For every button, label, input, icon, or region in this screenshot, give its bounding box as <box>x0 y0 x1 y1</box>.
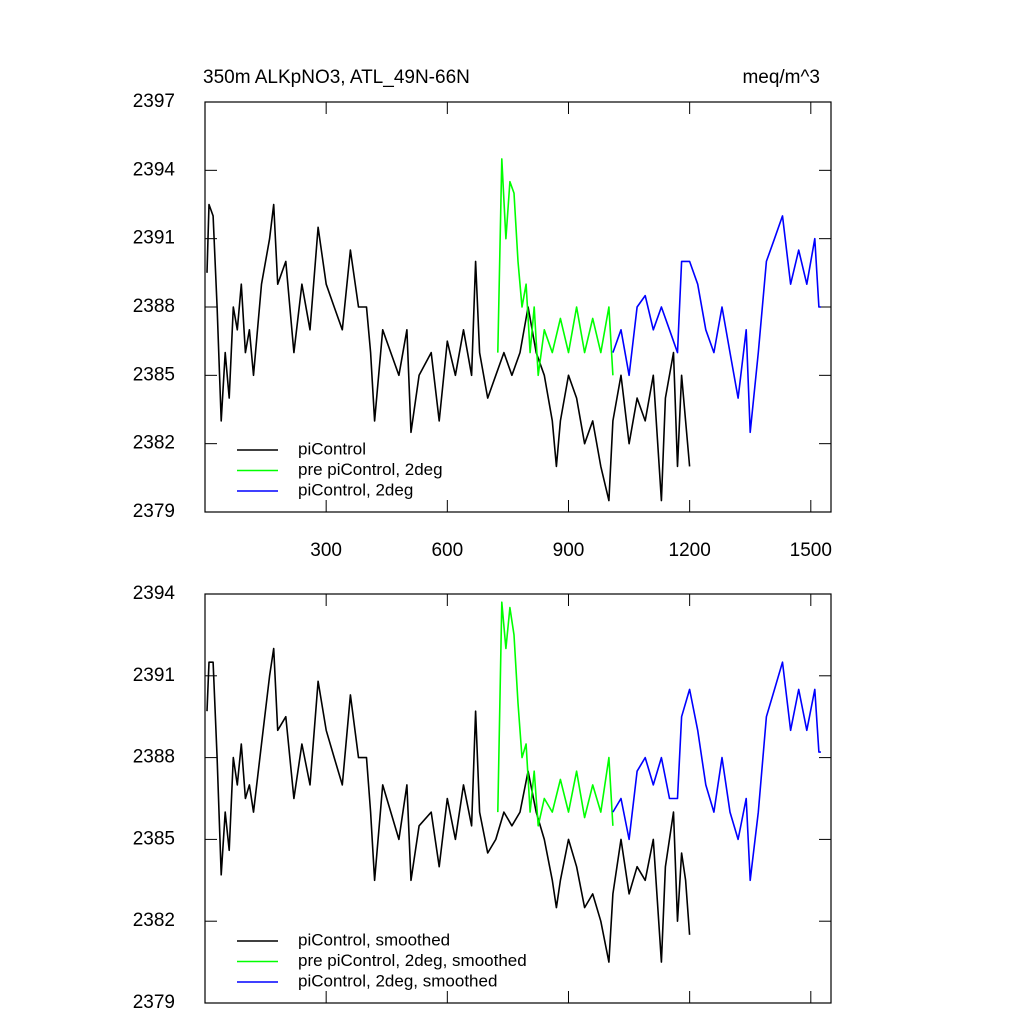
y-tick-label: 2394 <box>133 583 176 604</box>
y-tick-label: 2391 <box>133 228 175 249</box>
y-tick-label: 2379 <box>133 992 175 1013</box>
data-line <box>612 661 821 882</box>
x-tick-label: 1500 <box>790 540 832 561</box>
legend-label: piControl, 2deg <box>298 480 413 499</box>
y-tick-label: 2382 <box>133 910 175 931</box>
units-label: meq/m^3 <box>742 67 820 88</box>
chart-title: 350m ALKpNO3, ATL_49N-66N <box>203 67 470 88</box>
x-tick-label: 1200 <box>669 540 711 561</box>
plot-frame <box>204 593 832 1004</box>
x-tick-label: 900 <box>553 540 585 561</box>
x-tick-label: 300 <box>310 540 342 561</box>
y-tick-label: 2385 <box>133 364 175 385</box>
legend-label: piControl <box>298 439 366 458</box>
data-line <box>497 158 614 377</box>
y-tick-label: 2391 <box>133 665 175 686</box>
y-tick-label: 2382 <box>133 433 175 454</box>
y-tick-label: 2388 <box>133 296 175 317</box>
legend-label: pre piControl, 2deg <box>298 460 443 479</box>
y-tick-label: 2394 <box>133 159 176 180</box>
legend-label: pre piControl, 2deg, smoothed <box>298 951 527 970</box>
data-line <box>206 203 691 502</box>
data-line <box>612 215 821 434</box>
x-tick-label: 600 <box>431 540 463 561</box>
legend-label: piControl, 2deg, smoothed <box>298 971 497 990</box>
y-tick-label: 2379 <box>133 501 175 522</box>
y-tick-label: 2388 <box>133 747 175 768</box>
y-tick-label: 2385 <box>133 828 175 849</box>
legend-label: piControl, smoothed <box>298 930 450 949</box>
data-line <box>206 647 691 963</box>
data-line <box>497 601 614 827</box>
y-tick-label: 2397 <box>133 91 175 112</box>
